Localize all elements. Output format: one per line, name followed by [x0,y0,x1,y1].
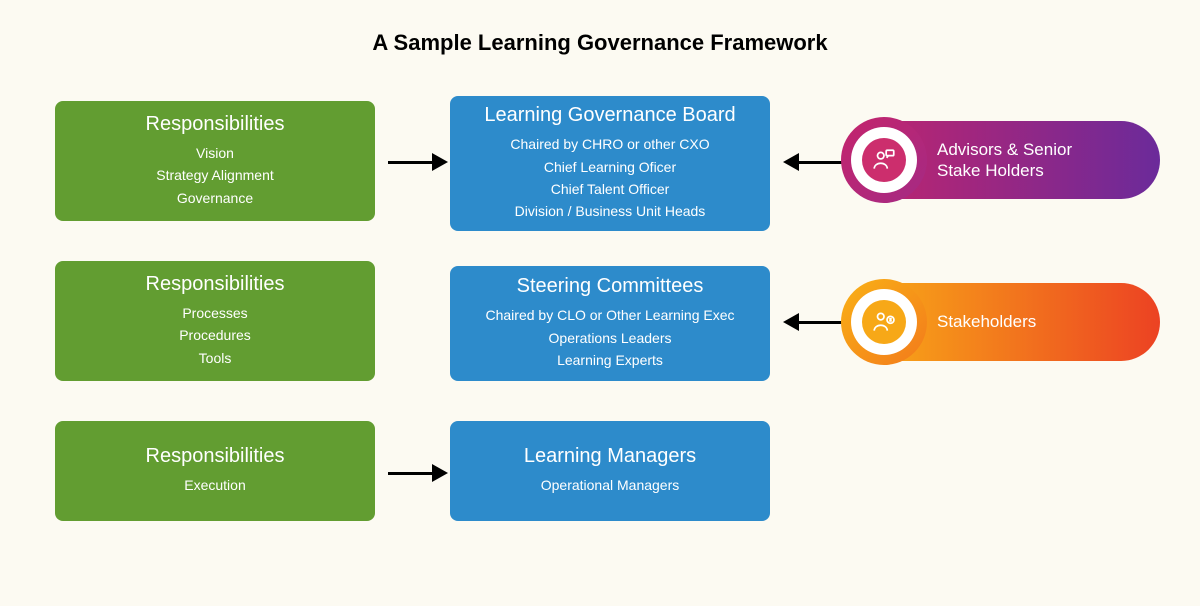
box-item: Governance [65,187,365,209]
box-item: Tools [65,347,365,369]
responsibilities-box-3: Responsibilities Execution [55,421,375,521]
arrow-right-icon [388,464,448,482]
box-item: Strategy Alignment [65,164,365,186]
box-item: Chaired by CHRO or other CXO [460,133,760,155]
framework-diagram: Responsibilities Vision Strategy Alignme… [0,66,1200,606]
box-item: Operations Leaders [460,327,760,349]
box-heading: Responsibilities [65,445,365,468]
pill-ring [841,117,927,203]
person-money-icon [862,300,906,344]
responsibilities-box-1: Responsibilities Vision Strategy Alignme… [55,101,375,221]
responsibilities-box-2: Responsibilities Processes Procedures To… [55,261,375,381]
box-item: Division / Business Unit Heads [460,200,760,222]
arrow-left-icon [783,313,843,331]
person-speech-icon [862,138,906,182]
box-heading: Responsibilities [65,113,365,136]
advisors-pill: Advisors & SeniorStake Holders [845,121,1160,199]
arrow-left-icon [783,153,843,171]
page-title: A Sample Learning Governance Framework [0,0,1200,66]
box-heading: Responsibilities [65,273,365,296]
pill-ring [841,279,927,365]
arrow-right-icon [388,153,448,171]
box-item: Operational Managers [460,474,760,496]
box-heading: Steering Committees [460,275,760,298]
stakeholders-pill: Stakeholders [845,283,1160,361]
box-item: Learning Experts [460,349,760,371]
pill-label: Advisors & SeniorStake Holders [937,139,1072,182]
box-item: Vision [65,142,365,164]
box-item: Procedures [65,324,365,346]
learning-managers-box: Learning Managers Operational Managers [450,421,770,521]
governance-board-box: Learning Governance Board Chaired by CHR… [450,96,770,231]
steering-committees-box: Steering Committees Chaired by CLO or Ot… [450,266,770,381]
box-heading: Learning Governance Board [460,104,760,127]
box-item: Chief Talent Officer [460,178,760,200]
box-heading: Learning Managers [460,445,760,468]
box-item: Execution [65,474,365,496]
box-item: Chaired by CLO or Other Learning Exec [460,304,760,326]
box-item: Processes [65,302,365,324]
box-item: Chief Learning Oficer [460,156,760,178]
pill-label: Stakeholders [937,311,1036,332]
